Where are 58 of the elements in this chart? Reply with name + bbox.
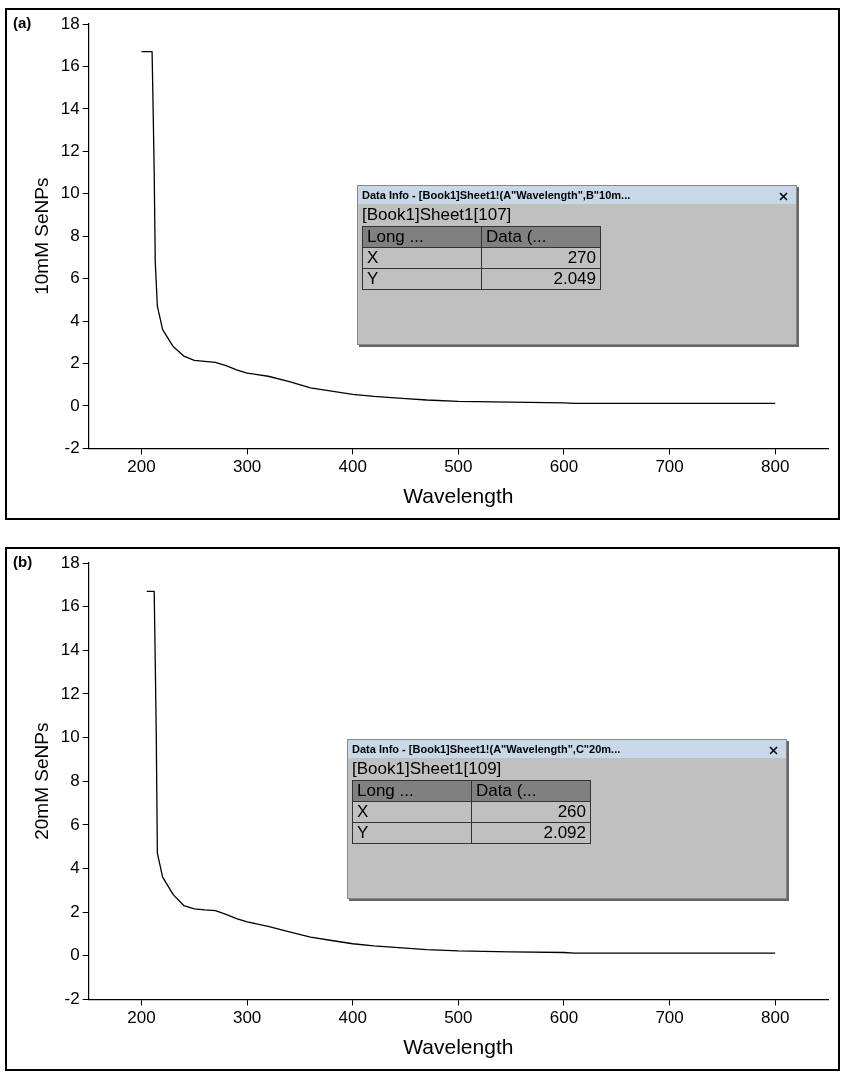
annotation: Data (... (481, 226, 601, 248)
x-tick-label: 200 (127, 1008, 156, 1028)
annotation: 260 (471, 801, 591, 823)
y-tick-label: 10 (60, 727, 80, 747)
y-tick-label: 12 (60, 141, 80, 161)
annotation: X (352, 801, 472, 823)
y-tick-label: 6 (70, 268, 80, 288)
annotation: Data Info - [Book1]Sheet1!(A"Wavelength",C"20m... (352, 743, 621, 755)
x-tick-label: 500 (444, 1008, 473, 1028)
y-tick-label: 8 (70, 225, 80, 245)
x-tick-label: 800 (761, 1008, 790, 1028)
y-tick-label: 12 (60, 683, 80, 703)
x-axis-title: Wavelength (403, 1035, 514, 1059)
x-tick-label: 700 (655, 457, 684, 477)
y-tick-label: 6 (70, 814, 80, 834)
x-tick-label: 200 (127, 457, 156, 477)
y-tick-label: 16 (60, 56, 80, 76)
x-tick-label: 700 (655, 1008, 684, 1028)
chart-title: (b) (13, 553, 33, 570)
x-tick-label: 400 (338, 457, 367, 477)
y-axis-title: 10mM SeNPs (30, 177, 52, 295)
y-tick-label: 18 (60, 552, 80, 572)
annotation: Data Info - [Book1]Sheet1!(A"Wavelength",B"10m... (362, 189, 631, 201)
y-tick-label: 8 (70, 770, 80, 790)
y-tick-label: 4 (70, 310, 80, 330)
x-tick-label: 800 (761, 457, 790, 477)
x-axis-title: Wavelength (403, 484, 514, 508)
annotation: [Book1]Sheet1[109] (351, 758, 503, 780)
x-tick-label: 300 (232, 1008, 262, 1028)
annotation: X (362, 247, 482, 269)
annotation: [Book1]Sheet1[107] (361, 204, 513, 226)
annotation: 2.049 (481, 268, 601, 290)
annotation: Y (352, 822, 472, 844)
annotation: 2.092 (471, 822, 591, 844)
annotation: Long ... (352, 780, 472, 802)
y-tick-label: 18 (60, 13, 80, 33)
y-axis-title: 20mM SeNPs (30, 722, 52, 840)
y-tick-label: 14 (60, 639, 80, 659)
chart-title: (a) (13, 14, 32, 31)
annotation: Y (362, 268, 482, 290)
y-tick-label: 14 (60, 98, 80, 118)
x-tick-label: 500 (444, 457, 473, 477)
y-tick-label: 4 (70, 858, 80, 878)
annotation: Long ... (362, 226, 482, 248)
x-tick-label: 300 (232, 457, 262, 477)
y-tick-label: -2 (64, 989, 80, 1009)
y-tick-label: 0 (70, 945, 80, 965)
x-tick-label: 600 (549, 457, 579, 477)
y-tick-label: 2 (70, 353, 80, 373)
y-tick-label: -2 (64, 438, 80, 458)
y-tick-label: 16 (60, 596, 80, 616)
annotation: 270 (481, 247, 601, 269)
annotation: Data (... (471, 780, 591, 802)
y-tick-label: 0 (70, 395, 80, 415)
x-tick-label: 400 (338, 1008, 367, 1028)
x-tick-label: 600 (549, 1008, 579, 1028)
y-tick-label: 2 (70, 901, 80, 921)
y-tick-label: 10 (60, 183, 80, 203)
